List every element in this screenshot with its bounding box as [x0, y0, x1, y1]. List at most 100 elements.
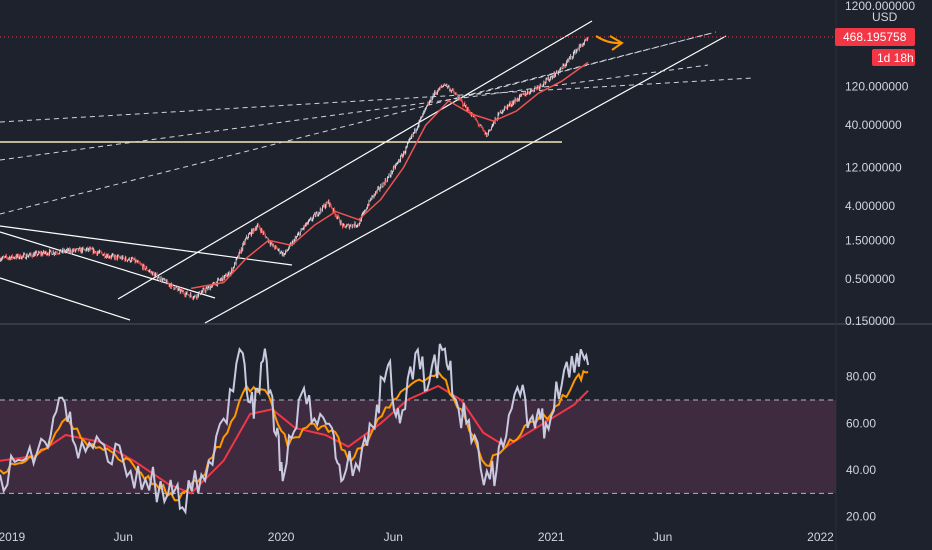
candle-body [307, 222, 309, 225]
price-tick-label: 120.000000 [845, 80, 909, 94]
candle-body [315, 213, 317, 217]
candle-body [382, 182, 384, 188]
candle-body [153, 271, 154, 274]
candle-body [288, 248, 289, 250]
candle-body [369, 200, 371, 202]
candle-body [10, 257, 12, 260]
candle-body [84, 249, 86, 251]
candle-body [391, 171, 393, 174]
candle-body [5, 255, 7, 257]
candle-body [152, 271, 154, 276]
candle-body [449, 89, 451, 91]
candle-body [236, 257, 238, 259]
candle-body [344, 225, 346, 228]
candle-body [394, 166, 396, 168]
candle-body [474, 116, 476, 120]
candle-body [414, 128, 416, 133]
candle-body [73, 248, 75, 251]
candle-body [125, 257, 127, 260]
candle-body [266, 237, 267, 239]
candle-body [271, 242, 272, 244]
candle-body [159, 279, 161, 281]
projection-arrow [595, 35, 624, 51]
candle-body [310, 218, 311, 220]
candle-body [8, 257, 10, 259]
rsi-mid-line [0, 369, 589, 502]
candle-body [340, 221, 342, 225]
last-price-tag: 468.195758 1d 18h [835, 28, 915, 66]
candle-body [556, 70, 558, 73]
candle-body [584, 40, 585, 44]
candle-body [132, 258, 134, 260]
candle-body [136, 261, 138, 263]
candle-body [452, 89, 454, 91]
candle-body [482, 128, 484, 131]
candle-body [418, 120, 420, 125]
candle-body [116, 255, 117, 259]
candle-body [389, 175, 391, 177]
candle-body [522, 93, 523, 95]
candle-body [567, 60, 568, 62]
time-axis[interactable]: 2019 Jun 2020 Jun 2021 Jun 2022 [0, 530, 834, 544]
candle-body [499, 112, 500, 114]
candle-body [373, 195, 374, 197]
rsi-axis[interactable]: 80.00 60.00 40.00 20.00 [846, 370, 876, 524]
price-axis[interactable]: 1200.000000 120.000000 40.000000 12.000000 4… [845, 0, 915, 328]
candle-body [253, 228, 255, 230]
candle-body [285, 250, 286, 254]
candle-body [71, 252, 72, 254]
candle-body [558, 70, 559, 74]
candle-body [570, 55, 571, 58]
candle-body [313, 214, 314, 218]
candle-body [268, 239, 270, 243]
candle-body [508, 104, 510, 106]
candle-body [370, 198, 372, 200]
currency-label[interactable]: USD [872, 10, 898, 24]
candle-body [492, 123, 494, 126]
candle-body [63, 249, 64, 252]
candle-body [13, 256, 15, 259]
candle-body [561, 67, 562, 69]
candle-body [208, 286, 210, 288]
candle-body [422, 113, 424, 117]
candle-body [184, 293, 185, 296]
candle-body [379, 188, 381, 190]
candle-body [18, 257, 20, 259]
candle-body [168, 283, 170, 286]
candle-body [148, 270, 150, 272]
candle-body [100, 251, 102, 253]
candle-body [550, 76, 552, 78]
candle-body [498, 112, 500, 114]
candle-body [238, 252, 240, 257]
candle-body [269, 242, 271, 245]
candle-body [241, 248, 243, 250]
candle-body [174, 287, 176, 290]
candle-body [20, 254, 22, 259]
candle-body [115, 255, 117, 257]
candle-body [497, 113, 499, 120]
candle-body [221, 278, 223, 282]
candle-body [239, 251, 241, 253]
candle-body [426, 106, 427, 108]
candle-body [6, 255, 7, 258]
candle-body [489, 129, 491, 131]
candle-body [294, 239, 295, 244]
candle-body [258, 224, 260, 228]
candle-body [536, 86, 538, 89]
candle-body [349, 226, 351, 229]
candle-body [415, 129, 417, 132]
candle-body [204, 288, 205, 291]
candle-body [7, 257, 8, 259]
candle-body [172, 284, 174, 287]
candle-body [108, 257, 110, 258]
candle-body [392, 167, 394, 172]
candle-body [387, 177, 388, 182]
candle-body [509, 102, 511, 105]
candle-body [374, 193, 376, 195]
candle-body [350, 224, 351, 227]
candle-body [320, 208, 322, 210]
candle-body [60, 249, 61, 251]
rsi-tick-label: 80.00 [846, 370, 876, 384]
candle-body [562, 65, 564, 69]
